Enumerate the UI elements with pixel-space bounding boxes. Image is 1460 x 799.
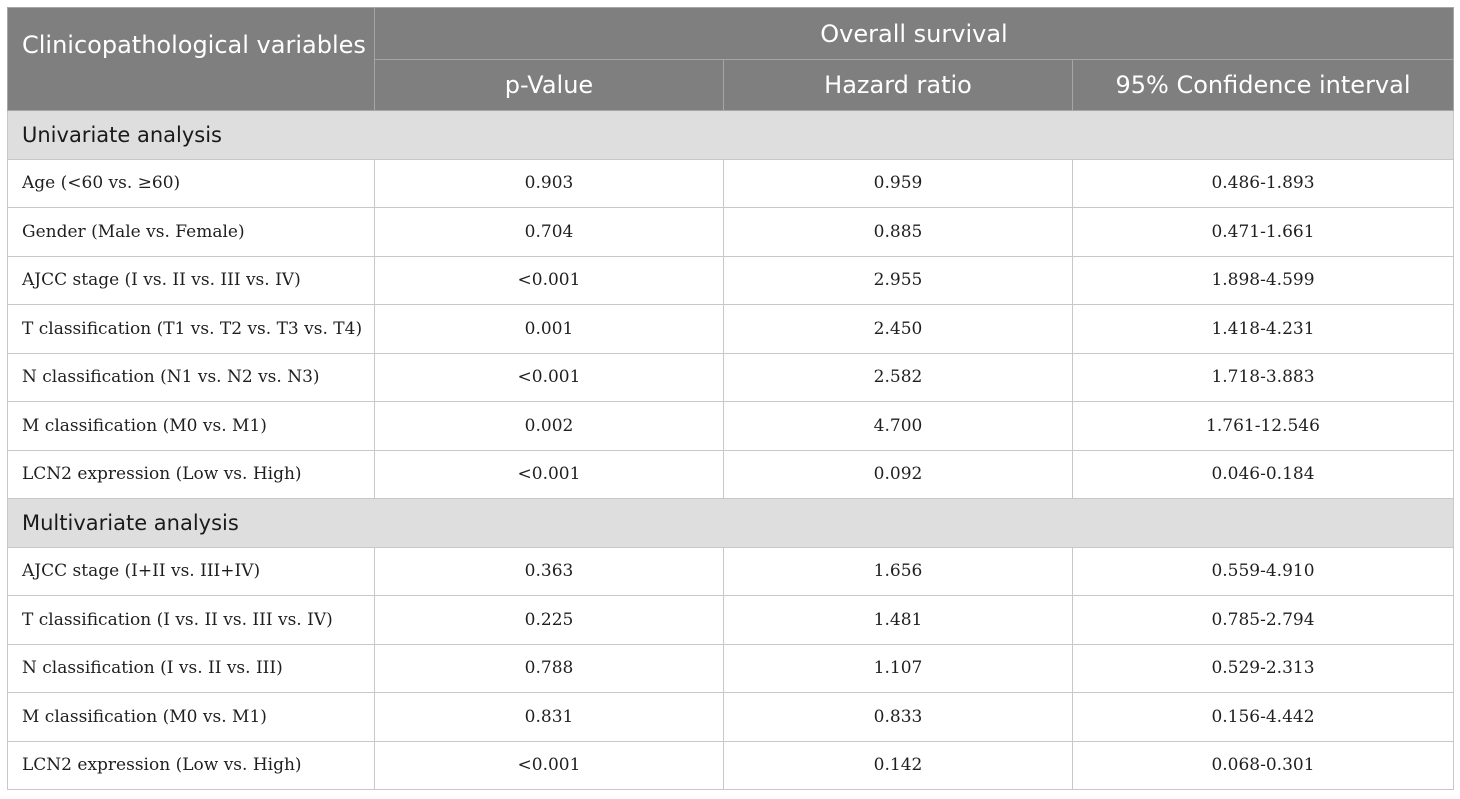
variable-cell: Gender (Male vs. Female) bbox=[7, 207, 375, 257]
survival-table: Clinicopathological variables Overall su… bbox=[7, 7, 1454, 790]
confidence-interval-cell: 1.761-12.546 bbox=[1072, 401, 1454, 451]
hazard-ratio-cell: 2.450 bbox=[723, 304, 1073, 354]
hazard-ratio-cell: 0.833 bbox=[723, 692, 1073, 742]
confidence-interval-cell: 0.471-1.661 bbox=[1072, 207, 1454, 257]
confidence-interval-cell: 0.068-0.301 bbox=[1072, 740, 1454, 790]
p-value-cell: <0.001 bbox=[374, 449, 724, 499]
table-row: T classification (I vs. II vs. III vs. I… bbox=[7, 595, 1454, 645]
hazard-ratio-cell: 1.107 bbox=[723, 643, 1073, 693]
confidence-interval-cell: 1.418-4.231 bbox=[1072, 304, 1454, 354]
p-value-cell: 0.903 bbox=[374, 158, 724, 208]
confidence-interval-cell: 0.529-2.313 bbox=[1072, 643, 1454, 693]
confidence-interval-cell: 0.785-2.794 bbox=[1072, 595, 1454, 645]
p-value-cell: 0.001 bbox=[374, 304, 724, 354]
table-body: Univariate analysis Age (<60 vs. ≥60) 0.90… bbox=[7, 110, 1454, 790]
variables-header: Clinicopathological variables bbox=[7, 7, 375, 111]
p-value-cell: 0.363 bbox=[374, 546, 724, 596]
p-value-cell: 0.002 bbox=[374, 401, 724, 451]
variable-cell: LCN2 expression (Low vs. High) bbox=[7, 740, 375, 790]
table-row: T classification (T1 vs. T2 vs. T3 vs. T… bbox=[7, 304, 1454, 354]
variable-cell: Age (<60 vs. ≥60) bbox=[7, 158, 375, 208]
hazard-ratio-cell: 0.092 bbox=[723, 449, 1073, 499]
confidence-interval-cell: 1.898-4.599 bbox=[1072, 255, 1454, 305]
variable-cell: LCN2 expression (Low vs. High) bbox=[7, 449, 375, 499]
table-row: N classification (N1 vs. N2 vs. N3) <0.00… bbox=[7, 352, 1454, 402]
table-row: Gender (Male vs. Female) 0.704 0.885 0.471-… bbox=[7, 207, 1454, 257]
variable-cell: T classification (I vs. II vs. III vs. I… bbox=[7, 595, 375, 645]
hazard-ratio-cell: 1.481 bbox=[723, 595, 1073, 645]
overall-survival-header: Overall survival bbox=[374, 7, 1454, 60]
section-row: Univariate analysis bbox=[7, 110, 1454, 160]
p-value-cell: 0.225 bbox=[374, 595, 724, 645]
p-value-cell: <0.001 bbox=[374, 255, 724, 305]
table-row: AJCC stage (I+II vs. III+IV) 0.363 1.656 0.… bbox=[7, 546, 1454, 596]
p-value-header: p-Value bbox=[374, 59, 724, 111]
variable-cell: M classification (M0 vs. M1) bbox=[7, 401, 375, 451]
section-title: Univariate analysis bbox=[7, 110, 1454, 160]
table-row: M classification (M0 vs. M1) 0.831 0.833 0.… bbox=[7, 692, 1454, 742]
hazard-ratio-cell: 2.582 bbox=[723, 352, 1073, 402]
p-value-cell: <0.001 bbox=[374, 740, 724, 790]
confidence-interval-cell: 0.156-4.442 bbox=[1072, 692, 1454, 742]
hazard-ratio-cell: 0.959 bbox=[723, 158, 1073, 208]
variable-cell: M classification (M0 vs. M1) bbox=[7, 692, 375, 742]
confidence-interval-cell: 0.486-1.893 bbox=[1072, 158, 1454, 208]
table-row: LCN2 expression (Low vs. High) <0.001 0.14… bbox=[7, 740, 1454, 790]
table-row: M classification (M0 vs. M1) 0.002 4.700 1.… bbox=[7, 401, 1454, 451]
hazard-ratio-cell: 1.656 bbox=[723, 546, 1073, 596]
variable-cell: AJCC stage (I vs. II vs. III vs. IV) bbox=[7, 255, 375, 305]
section-title: Multivariate analysis bbox=[7, 498, 1454, 548]
hazard-ratio-cell: 2.955 bbox=[723, 255, 1073, 305]
variable-cell: N classification (N1 vs. N2 vs. N3) bbox=[7, 352, 375, 402]
hazard-ratio-cell: 4.700 bbox=[723, 401, 1073, 451]
hazard-ratio-header: Hazard ratio bbox=[723, 59, 1073, 111]
p-value-cell: 0.831 bbox=[374, 692, 724, 742]
variable-cell: AJCC stage (I+II vs. III+IV) bbox=[7, 546, 375, 596]
confidence-interval-cell: 0.559-4.910 bbox=[1072, 546, 1454, 596]
variable-cell: N classification (I vs. II vs. III) bbox=[7, 643, 375, 693]
variable-cell: T classification (T1 vs. T2 vs. T3 vs. T… bbox=[7, 304, 375, 354]
section-row: Multivariate analysis bbox=[7, 498, 1454, 548]
p-value-cell: 0.704 bbox=[374, 207, 724, 257]
table-row: LCN2 expression (Low vs. High) <0.001 0.09… bbox=[7, 449, 1454, 499]
table-row: N classification (I vs. II vs. III) 0.788… bbox=[7, 643, 1454, 693]
confidence-interval-cell: 1.718-3.883 bbox=[1072, 352, 1454, 402]
hazard-ratio-cell: 0.885 bbox=[723, 207, 1073, 257]
p-value-cell: <0.001 bbox=[374, 352, 724, 402]
hazard-ratio-cell: 0.142 bbox=[723, 740, 1073, 790]
p-value-cell: 0.788 bbox=[374, 643, 724, 693]
confidence-interval-cell: 0.046-0.184 bbox=[1072, 449, 1454, 499]
confidence-interval-header: 95% Confidence interval bbox=[1072, 59, 1454, 111]
table-row: AJCC stage (I vs. II vs. III vs. IV) <0.0… bbox=[7, 255, 1454, 305]
table-row: Age (<60 vs. ≥60) 0.903 0.959 0.486-1.893 bbox=[7, 158, 1454, 208]
